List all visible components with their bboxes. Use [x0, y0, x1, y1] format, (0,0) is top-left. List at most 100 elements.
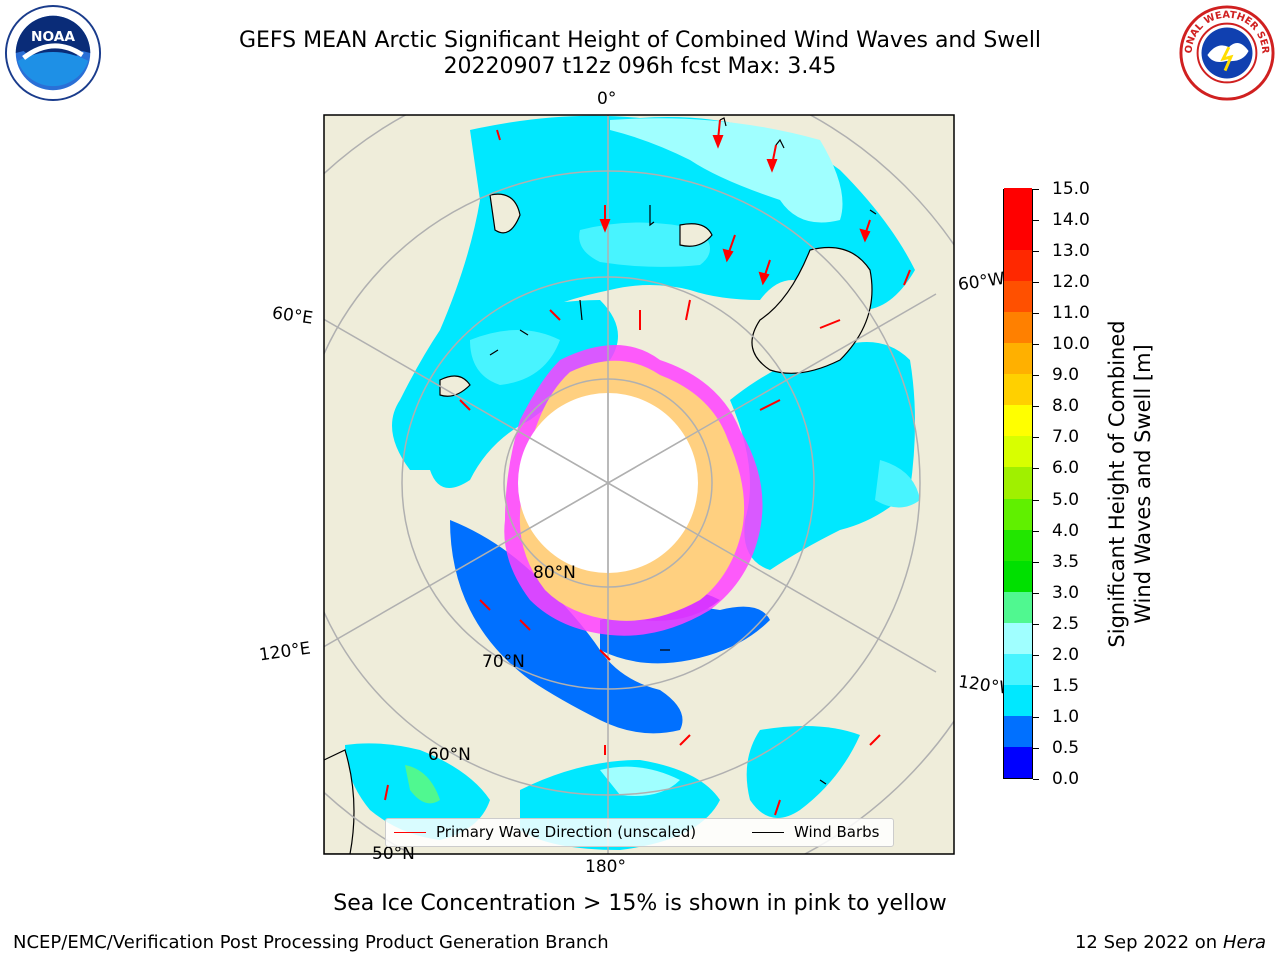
iceland — [679, 223, 713, 247]
colorbar-tickmark — [1033, 561, 1039, 563]
colorbar-label-line: Wind Waves and Swell [m] — [1131, 344, 1155, 624]
colorbar-label: Significant Height of Combined Wind Waves… — [1104, 320, 1156, 647]
colorbar-tickmark — [1033, 623, 1039, 625]
colorbar-segment — [1004, 498, 1032, 530]
gulf-of-alaska — [746, 726, 860, 818]
legend-entry-barbs: Wind Barbs — [752, 823, 879, 841]
credit-line: NCEP/EMC/Verification Post Processing Pr… — [13, 932, 609, 953]
baffin-bay-swell — [875, 460, 920, 508]
colorbar-tick-label: 4.0 — [1052, 520, 1080, 541]
colorbar-tickmark — [1033, 313, 1039, 315]
colorbar-segment — [1004, 560, 1032, 592]
map-frame — [323, 114, 955, 855]
colorbar-segment — [1004, 218, 1032, 251]
colorbar-tick-label: 2.0 — [1052, 644, 1080, 665]
colorbar-tickmark — [1033, 716, 1039, 718]
noaa-logo: NOAA — [4, 4, 102, 102]
date-stamp: 12 Sep 2022 on Hera — [1075, 932, 1266, 953]
colorbar-tick-label: 12.0 — [1052, 272, 1090, 293]
colorbar-tickmark — [1033, 220, 1039, 222]
legend-entry-wave: Primary Wave Direction (unscaled) — [394, 823, 696, 841]
date-text: 12 Sep 2022 on — [1074, 932, 1218, 953]
colorbar-tick-label: 1.5 — [1052, 675, 1080, 696]
pacific-swell-high — [405, 765, 440, 804]
colorbar-tick-label: 3.5 — [1052, 551, 1080, 572]
siberian-shelf — [450, 520, 683, 734]
colorbar-segment — [1004, 529, 1032, 561]
colorbar-tick-label: 8.0 — [1052, 396, 1080, 417]
sea-ice-note: Sea Ice Concentration > 15% is shown in … — [333, 891, 947, 916]
canadian-archipelago-waters — [730, 342, 915, 570]
colorbar-tickmark — [1033, 375, 1039, 377]
colorbar-tick-label: 7.0 — [1052, 427, 1080, 448]
colorbar-tick-label: 10.0 — [1052, 334, 1090, 355]
colorbar-tick-label: 9.0 — [1052, 365, 1080, 386]
colorbar-segment — [1004, 435, 1032, 468]
colorbar-tickmark — [1033, 468, 1039, 470]
colorbar-tickmark — [1033, 654, 1039, 656]
colorbar-segment — [1004, 404, 1032, 437]
kamchatka — [324, 749, 355, 854]
colorbar-segment — [1004, 373, 1032, 406]
colorbar-tickmark — [1033, 685, 1039, 687]
noaa-logo-text: NOAA — [31, 29, 75, 45]
lon-label-180: 180° — [585, 857, 626, 877]
colorbar-label-line: Significant Height of Combined — [1105, 320, 1129, 648]
colorbar-tick-label: 11.0 — [1052, 303, 1090, 324]
colorbar-tickmark — [1033, 747, 1039, 749]
colorbar-tick-label: 0.5 — [1052, 737, 1080, 758]
atlantic-swell — [610, 118, 843, 223]
colorbar-segment — [1004, 466, 1032, 499]
colorbar-tickmark — [1033, 251, 1039, 253]
legend-swatch-barbs — [752, 831, 784, 833]
bering-sea-swell — [600, 766, 680, 796]
legend-label-barbs: Wind Barbs — [794, 823, 880, 841]
lat-label-70n: 70°N — [482, 652, 525, 672]
svalbard-like-isle — [489, 193, 521, 234]
colorbar-tick-label: 3.0 — [1052, 582, 1080, 603]
colorbar-tick-label: 15.0 — [1052, 179, 1090, 199]
colorbar-tick-label: 1.0 — [1052, 706, 1080, 727]
colorbar-tick-label: 6.0 — [1052, 458, 1080, 479]
colorbar-tickmark — [1033, 282, 1039, 284]
chart-title: GEFS MEAN Arctic Significant Height of C… — [238, 28, 1042, 53]
colorbar-segment — [1004, 187, 1032, 220]
legend-label-wave: Primary Wave Direction (unscaled) — [436, 823, 697, 841]
nws-logo: NATIONAL WEATHER SERVICE — [1178, 4, 1275, 101]
colorbar-segment — [1004, 653, 1032, 685]
colorbar — [1003, 187, 1033, 779]
colorbar-tickmark — [1033, 779, 1039, 780]
sea-ice — [504, 345, 763, 636]
colorbar-tickmark — [1033, 406, 1039, 408]
colorbar-tickmark — [1033, 344, 1039, 346]
colorbar-segment — [1004, 622, 1032, 654]
wind-barbs — [489, 117, 877, 785]
machine-name: Hera — [1222, 932, 1266, 953]
colorbar-segment — [1004, 249, 1032, 282]
colorbar-tickmark — [1033, 592, 1039, 594]
colorbar-tick-label: 0.0 — [1052, 769, 1080, 789]
lat-label-50n: 50°N — [372, 844, 415, 864]
lat-label-80n: 80°N — [533, 563, 576, 583]
chart-subtitle: 20220907 t12z 096h fcst Max: 3.45 — [443, 54, 837, 79]
colorbar-segment — [1004, 280, 1032, 313]
colorbar-tickmark — [1033, 530, 1039, 532]
colorbar-segment — [1004, 591, 1032, 623]
colorbar-segment — [1004, 342, 1032, 375]
colorbar-tickmark — [1033, 437, 1039, 439]
lon-label-0: 0° — [597, 89, 617, 109]
colorbar-tick-label: 5.0 — [1052, 489, 1080, 510]
colorbar-segment — [1004, 715, 1032, 747]
colorbar-segment — [1004, 684, 1032, 716]
colorbar-segment — [1004, 746, 1032, 778]
colorbar-tick-label: 13.0 — [1052, 241, 1090, 262]
map-legend: Primary Wave Direction (unscaled) Wind B… — [385, 818, 894, 847]
colorbar-tick-label: 14.0 — [1052, 210, 1090, 231]
colorbar-tick-label: 2.5 — [1052, 613, 1080, 634]
land-outlines — [324, 193, 873, 854]
wave-direction-arrows — [384, 119, 911, 816]
longitude-lines — [324, 115, 937, 854]
norwegian-sea-swell — [579, 222, 710, 267]
legend-swatch-wave — [394, 831, 426, 833]
